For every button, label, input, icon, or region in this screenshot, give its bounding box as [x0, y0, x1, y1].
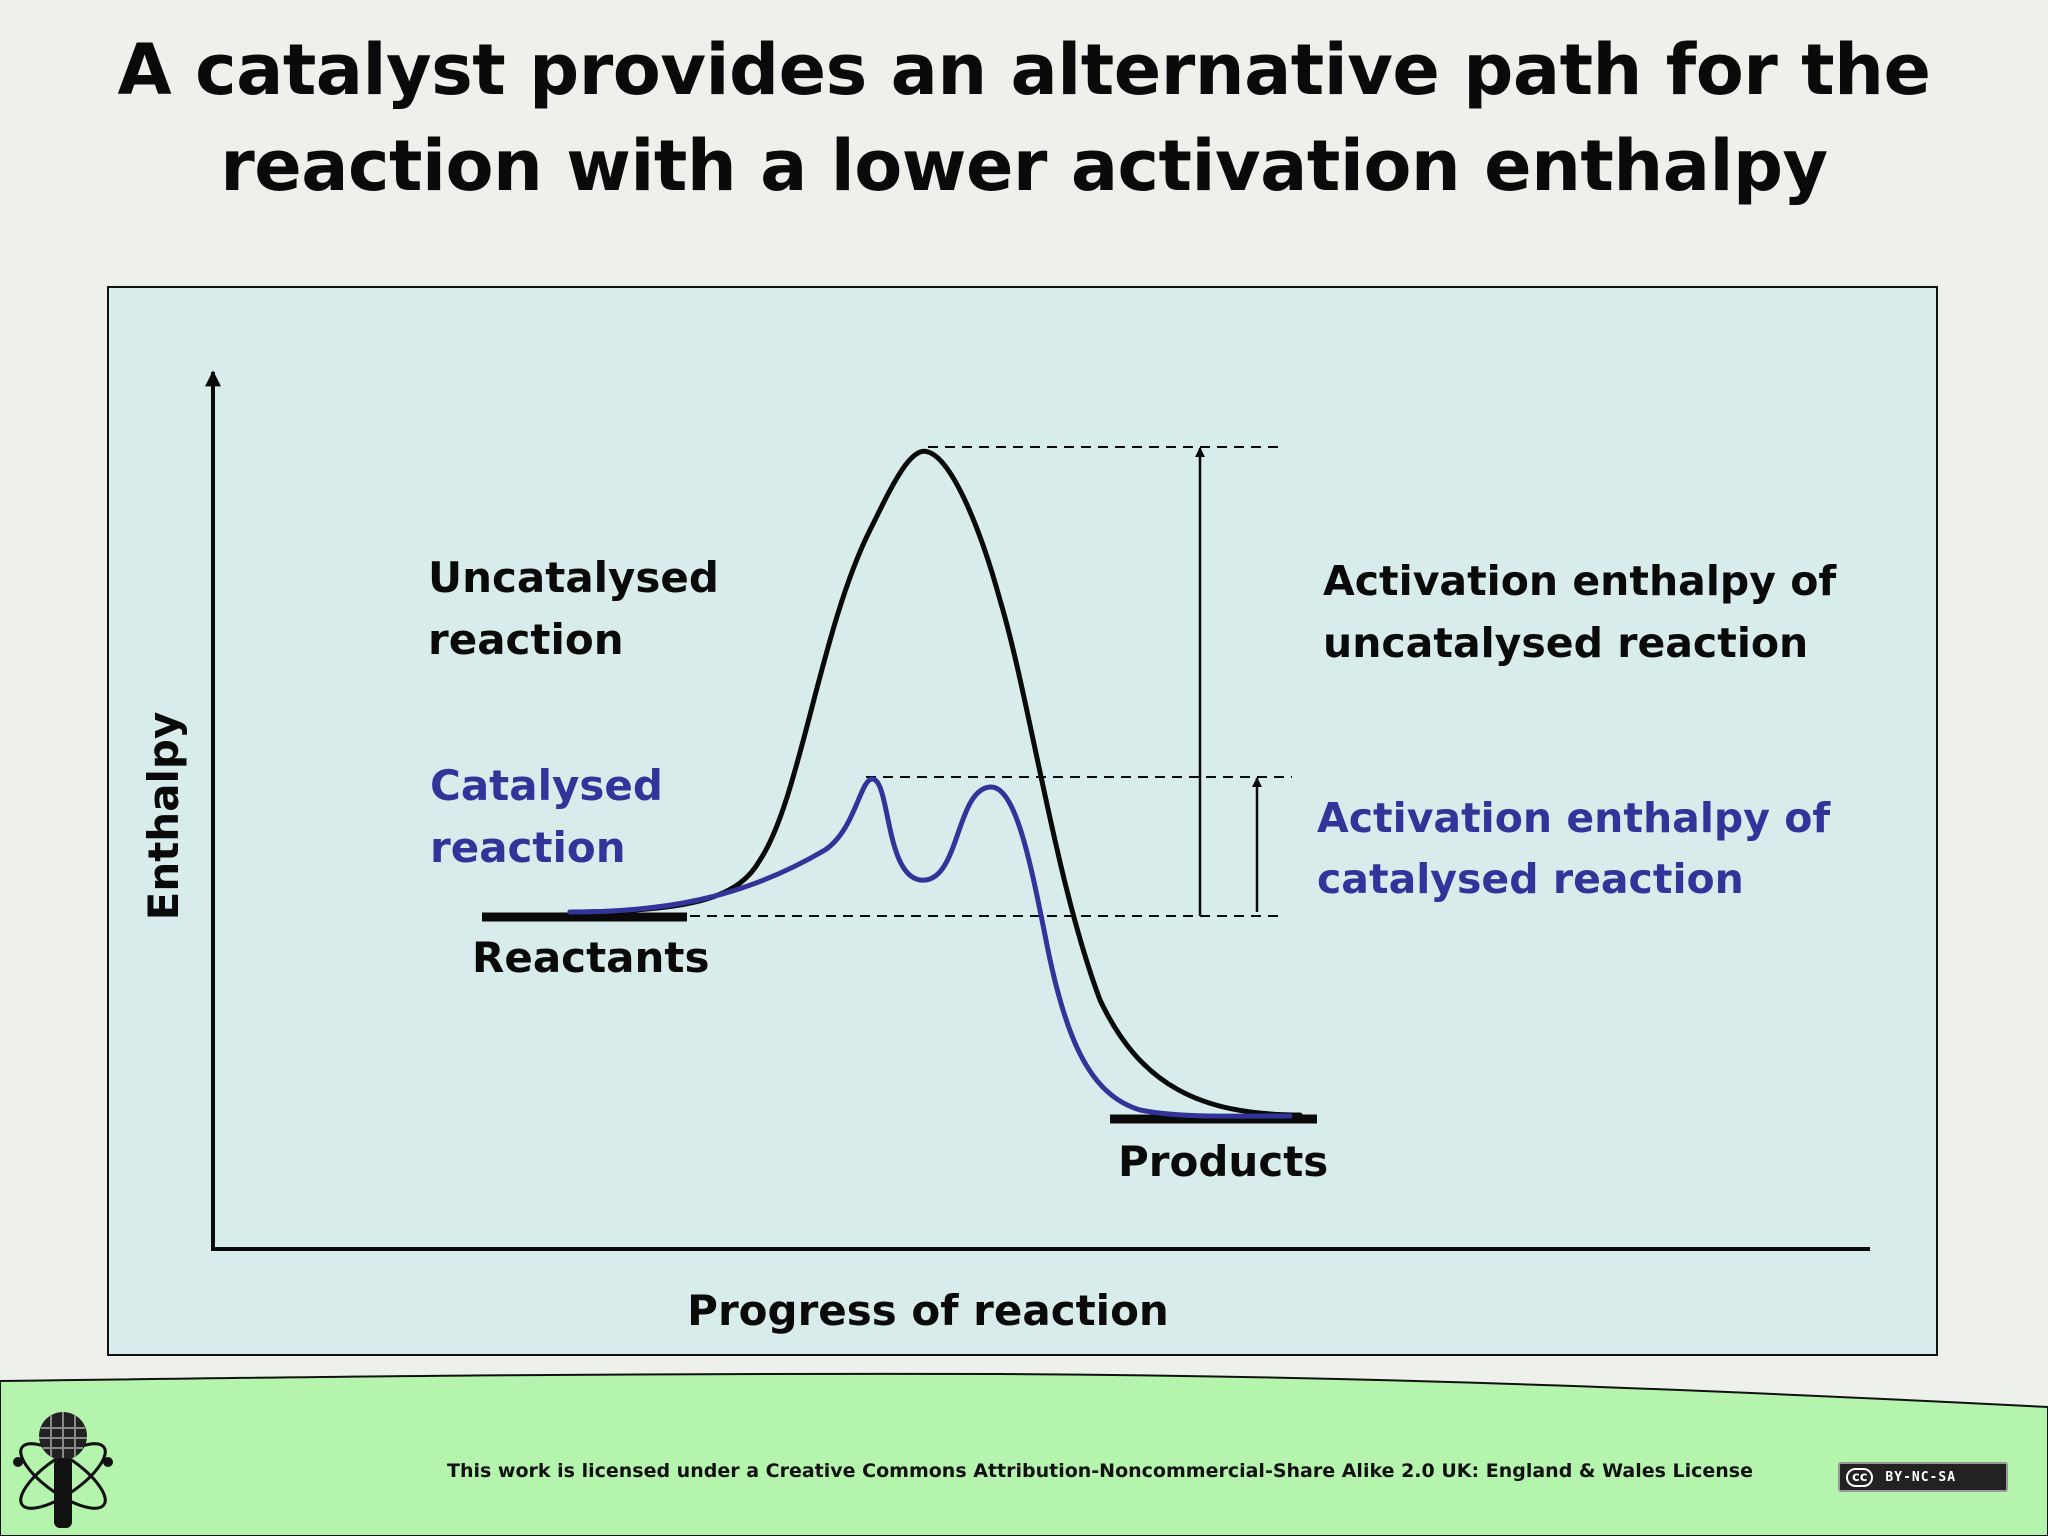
cc-terms: BY-NC-SA	[1885, 1469, 1957, 1485]
title-line-1: A catalyst provides an alternative path …	[117, 29, 1931, 111]
cc-license-badge[interactable]: cc BY-NC-SA	[1838, 1462, 2008, 1492]
uncatalysed-label: Uncatalysed reaction	[428, 553, 734, 664]
products-label: Products	[1118, 1137, 1328, 1186]
ea-catalysed-label: Activation enthalpy of catalysed reactio…	[1317, 794, 1845, 903]
reactants-label: Reactants	[472, 933, 709, 982]
diagram-panel	[107, 286, 1938, 1356]
ea-uncatalysed-label: Activation enthalpy of uncatalysed react…	[1323, 557, 1851, 667]
uncatalysed-curve	[567, 448, 1303, 1118]
license-text: This work is licensed under a Creative C…	[446, 1460, 1754, 1482]
microphone-atom-logo-icon	[13, 1412, 113, 1528]
catalysed-curve	[567, 776, 1293, 1119]
x-axis-label: Progress of reaction	[687, 1286, 1169, 1335]
slide-title: A catalyst provides an alternative path …	[0, 22, 2048, 214]
cc-icon: cc	[1846, 1467, 1874, 1487]
y-axis-label: Enthalpy	[139, 712, 188, 921]
title-line-2: reaction with a lower activation enthalp…	[220, 125, 1828, 207]
catalysed-label: Catalysed reaction	[430, 761, 678, 872]
